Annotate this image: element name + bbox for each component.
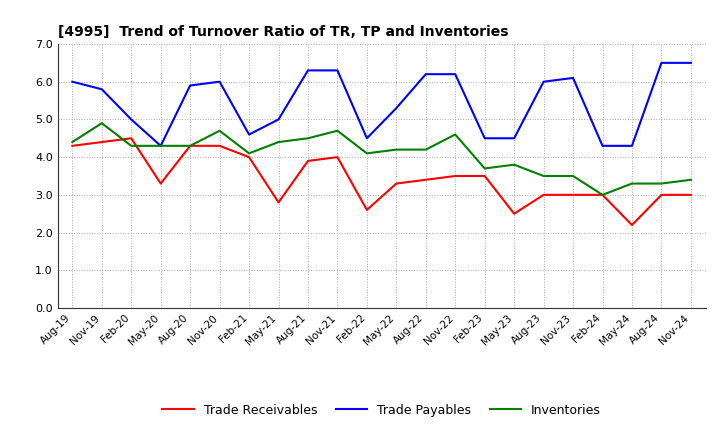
- Trade Receivables: [97, 139, 106, 145]
- Inventories: [245, 151, 253, 156]
- Inventories: [598, 192, 607, 198]
- Trade Payables: [245, 132, 253, 137]
- Trade Payables: [569, 75, 577, 81]
- Trade Payables: [451, 72, 459, 77]
- Inventories: [186, 143, 194, 148]
- Text: [4995]  Trend of Turnover Ratio of TR, TP and Inventories: [4995] Trend of Turnover Ratio of TR, TP…: [58, 25, 508, 39]
- Inventories: [156, 143, 165, 148]
- Inventories: [97, 121, 106, 126]
- Trade Receivables: [451, 173, 459, 179]
- Inventories: [451, 132, 459, 137]
- Trade Receivables: [510, 211, 518, 216]
- Trade Payables: [186, 83, 194, 88]
- Trade Payables: [392, 106, 400, 111]
- Inventories: [569, 173, 577, 179]
- Inventories: [480, 166, 489, 171]
- Inventories: [68, 139, 76, 145]
- Inventories: [215, 128, 224, 133]
- Inventories: [510, 162, 518, 167]
- Trade Payables: [333, 68, 342, 73]
- Trade Payables: [598, 143, 607, 148]
- Inventories: [657, 181, 666, 186]
- Trade Receivables: [215, 143, 224, 148]
- Trade Payables: [539, 79, 548, 84]
- Trade Receivables: [304, 158, 312, 164]
- Trade Payables: [97, 87, 106, 92]
- Inventories: [333, 128, 342, 133]
- Trade Receivables: [657, 192, 666, 198]
- Legend: Trade Receivables, Trade Payables, Inventories: Trade Receivables, Trade Payables, Inven…: [157, 399, 606, 422]
- Line: Inventories: Inventories: [72, 123, 691, 195]
- Trade Receivables: [421, 177, 430, 183]
- Trade Receivables: [127, 136, 135, 141]
- Trade Receivables: [539, 192, 548, 198]
- Trade Receivables: [569, 192, 577, 198]
- Inventories: [363, 151, 372, 156]
- Trade Receivables: [68, 143, 76, 148]
- Trade Receivables: [274, 200, 283, 205]
- Trade Payables: [274, 117, 283, 122]
- Trade Payables: [127, 117, 135, 122]
- Inventories: [628, 181, 636, 186]
- Line: Trade Receivables: Trade Receivables: [72, 138, 691, 225]
- Trade Payables: [304, 68, 312, 73]
- Trade Payables: [687, 60, 696, 66]
- Trade Receivables: [245, 154, 253, 160]
- Inventories: [421, 147, 430, 152]
- Trade Receivables: [186, 143, 194, 148]
- Line: Trade Payables: Trade Payables: [72, 63, 691, 146]
- Trade Receivables: [363, 207, 372, 213]
- Trade Receivables: [333, 154, 342, 160]
- Inventories: [127, 143, 135, 148]
- Trade Payables: [657, 60, 666, 66]
- Inventories: [304, 136, 312, 141]
- Inventories: [392, 147, 400, 152]
- Trade Receivables: [628, 222, 636, 227]
- Trade Receivables: [392, 181, 400, 186]
- Trade Payables: [510, 136, 518, 141]
- Inventories: [274, 139, 283, 145]
- Trade Payables: [363, 136, 372, 141]
- Trade Receivables: [598, 192, 607, 198]
- Trade Payables: [68, 79, 76, 84]
- Trade Receivables: [687, 192, 696, 198]
- Trade Payables: [215, 79, 224, 84]
- Trade Payables: [156, 143, 165, 148]
- Trade Receivables: [156, 181, 165, 186]
- Inventories: [539, 173, 548, 179]
- Trade Payables: [628, 143, 636, 148]
- Trade Payables: [480, 136, 489, 141]
- Inventories: [687, 177, 696, 183]
- Trade Receivables: [480, 173, 489, 179]
- Trade Payables: [421, 72, 430, 77]
